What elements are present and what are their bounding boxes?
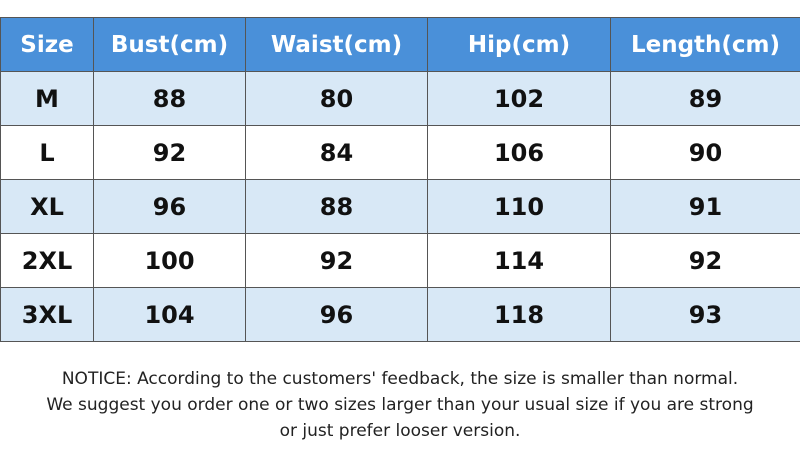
table-row: 2XL 100 92 114 92 — [0, 233, 800, 288]
notice-line: We suggest you order one or two sizes la… — [46, 395, 754, 415]
size-table-wrap: Size Bust(cm) Waist(cm) Hip(cm) Length(cm) M… — [0, 17, 800, 342]
value-cell: 96 — [245, 287, 428, 342]
table-row: 3XL 104 96 118 93 — [0, 287, 800, 342]
value-cell: 93 — [610, 287, 800, 342]
header-row: Size Bust(cm) Waist(cm) Hip(cm) Length(cm) — [0, 17, 800, 72]
size-cell: L — [0, 125, 94, 180]
notice: NOTICE: According to the customers' feed… — [0, 366, 800, 444]
value-cell: 88 — [245, 179, 428, 234]
value-cell: 90 — [610, 125, 800, 180]
value-cell: 91 — [610, 179, 800, 234]
notice-line: NOTICE: According to the customers' feed… — [61, 369, 739, 389]
value-cell: 114 — [427, 233, 611, 288]
value-cell: 100 — [93, 233, 246, 288]
size-cell: M — [0, 71, 94, 126]
value-cell: 80 — [245, 71, 428, 126]
size-cell: 2XL — [0, 233, 94, 288]
value-cell: 104 — [93, 287, 246, 342]
value-cell: 92 — [610, 233, 800, 288]
table-row: M 88 80 102 89 — [0, 71, 800, 126]
value-cell: 88 — [93, 71, 246, 126]
table-row: XL 96 88 110 91 — [0, 179, 800, 234]
value-cell: 84 — [245, 125, 428, 180]
value-cell: 110 — [427, 179, 611, 234]
value-cell: 92 — [245, 233, 428, 288]
header-cell: Length(cm) — [610, 17, 800, 72]
header-cell: Waist(cm) — [245, 17, 428, 72]
value-cell: 102 — [427, 71, 611, 126]
table-row: L 92 84 106 90 — [0, 125, 800, 180]
size-cell: XL — [0, 179, 94, 234]
header-cell: Hip(cm) — [427, 17, 611, 72]
value-cell: 118 — [427, 287, 611, 342]
value-cell: 96 — [93, 179, 246, 234]
header-cell: Size — [0, 17, 94, 72]
size-cell: 3XL — [0, 287, 94, 342]
value-cell: 106 — [427, 125, 611, 180]
header-cell: Bust(cm) — [93, 17, 246, 72]
size-table: Size Bust(cm) Waist(cm) Hip(cm) Length(cm) M… — [0, 17, 800, 342]
table-body: M 88 80 102 89 L 92 84 106 90 XL 96 88 110 91 2XL 100 92 1… — [0, 71, 800, 342]
value-cell: 92 — [93, 125, 246, 180]
notice-line: or just prefer looser version. — [279, 421, 521, 441]
value-cell: 89 — [610, 71, 800, 126]
